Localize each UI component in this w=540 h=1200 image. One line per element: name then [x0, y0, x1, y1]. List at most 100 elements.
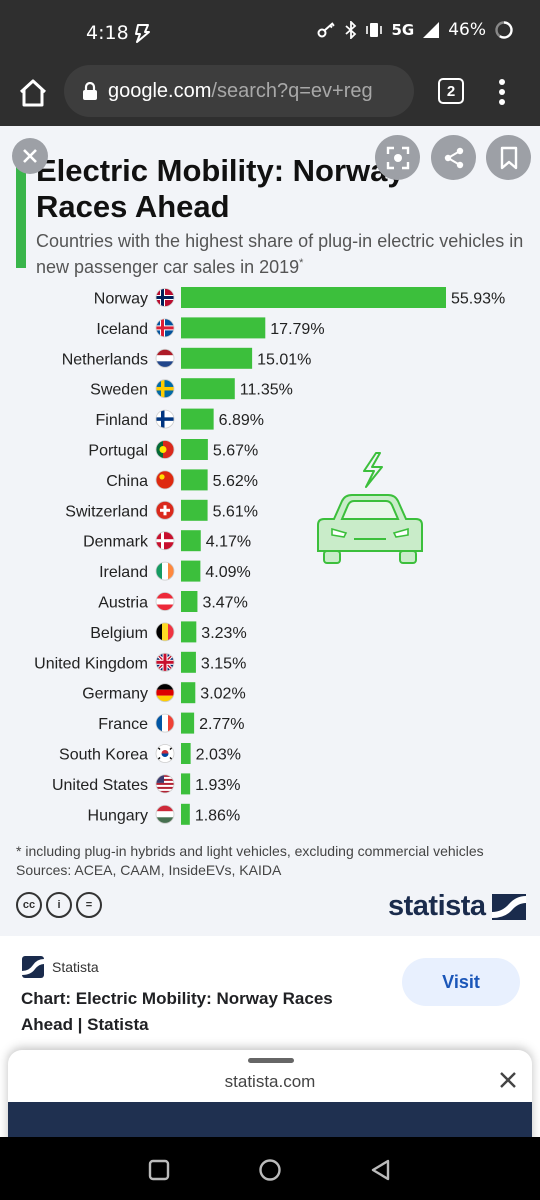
- visit-button[interactable]: Visit: [402, 958, 520, 1006]
- flag-icon-hungary: [155, 804, 175, 824]
- chart-subtitle-mark: *: [299, 257, 304, 269]
- category-label-france: France: [98, 716, 148, 733]
- category-label-hungary: Hungary: [88, 807, 148, 824]
- tabs-icon[interactable]: 2: [438, 78, 464, 104]
- result-source: Statista: [22, 956, 99, 978]
- bar-denmark: [181, 530, 201, 552]
- sources-text: Sources: ACEA, CAAM, InsideEVs, KAIDA: [16, 862, 282, 878]
- flag-icon-belgium: [155, 622, 175, 642]
- chart-subtitle: Countries with the highest share of plug…: [36, 230, 536, 278]
- bar-united-states: [181, 773, 191, 795]
- value-label-finland: 6.89%: [219, 412, 264, 429]
- value-label-ireland: 4.09%: [205, 564, 250, 581]
- flag-icon-finland: [155, 409, 175, 429]
- url-host: google.com: [108, 79, 212, 102]
- flag-icon-austria: [155, 592, 175, 611]
- category-label-portugal: Portugal: [88, 443, 148, 460]
- bluetooth-icon: [345, 21, 357, 39]
- value-label-united-states: 1.93%: [195, 777, 240, 794]
- bar-ireland: [181, 560, 201, 582]
- bar-china: [181, 469, 208, 491]
- close-icon[interactable]: [496, 1068, 520, 1092]
- recents-icon[interactable]: [148, 1159, 170, 1181]
- bookmark-icon[interactable]: [486, 135, 531, 180]
- status-bar: 4:18 5G 46%: [0, 0, 540, 62]
- category-label-germany: Germany: [82, 686, 148, 703]
- value-label-portugal: 5.67%: [213, 443, 258, 460]
- url-bar[interactable]: google.com/search?q=ev+reg: [64, 65, 414, 117]
- category-label-finland: Finland: [96, 412, 148, 429]
- license-icons: cc i =: [16, 892, 102, 918]
- category-label-south-korea: South Korea: [59, 747, 148, 764]
- flag-icon-norway: [155, 288, 175, 307]
- value-label-switzerland: 5.61%: [213, 503, 258, 520]
- bar-austria: [181, 591, 198, 612]
- flag-icon-united-states: [155, 774, 175, 794]
- bar-belgium: [181, 621, 197, 643]
- battery-percent: 46%: [448, 20, 486, 40]
- home-icon[interactable]: [16, 76, 50, 110]
- flag-icon-united-kingdom: [155, 652, 175, 672]
- cc-icon: cc: [16, 892, 42, 918]
- status-time: 4:18: [86, 22, 129, 44]
- category-label-ireland: Ireland: [99, 564, 148, 581]
- flag-icon-denmark: [155, 531, 175, 551]
- flag-icon-sweden: [155, 379, 175, 399]
- network-type: 5G: [391, 21, 415, 39]
- attribution-icon: i: [46, 892, 72, 918]
- footnote-text: * including plug-in hybrids and light ve…: [16, 843, 484, 859]
- result-source-name: Statista: [52, 959, 99, 975]
- category-label-sweden: Sweden: [90, 382, 148, 399]
- bar-portugal: [181, 439, 208, 460]
- lens-icon[interactable]: [375, 135, 420, 180]
- flag-icon-portugal: [155, 440, 175, 459]
- value-label-france: 2.77%: [199, 716, 244, 733]
- value-label-sweden: 11.35%: [240, 382, 293, 399]
- sheet-page-preview: [8, 1102, 532, 1137]
- category-label-united-states: United States: [52, 777, 148, 794]
- result-title[interactable]: Chart: Electric Mobility: Norway Races A…: [21, 989, 333, 1034]
- category-label-netherlands: Netherlands: [62, 351, 148, 368]
- flag-icon-germany: [155, 683, 175, 703]
- category-label-switzerland: Switzerland: [65, 503, 148, 520]
- chart-footnote: * including plug-in hybrids and light ve…: [16, 842, 484, 880]
- sheet-drag-handle[interactable]: [248, 1058, 294, 1063]
- back-icon[interactable]: [369, 1158, 391, 1182]
- chart-subtitle-text: Countries with the highest share of plug…: [36, 231, 524, 277]
- flag-icon-switzerland: [155, 500, 175, 520]
- category-label-iceland: Iceland: [96, 321, 148, 338]
- statista-logo-icon: [491, 893, 526, 920]
- chart-card[interactable]: Electric Mobility: Norway Races Ahead Co…: [0, 126, 540, 936]
- share-icon[interactable]: [431, 135, 476, 180]
- system-nav-bar: [0, 1137, 540, 1200]
- sheet-domain: statista.com: [224, 1072, 316, 1091]
- flag-icon-south-korea: [155, 744, 175, 763]
- bar-norway: [181, 287, 446, 308]
- category-label-denmark: Denmark: [83, 534, 149, 551]
- bar-france: [181, 712, 195, 734]
- value-label-netherlands: 15.01%: [257, 351, 311, 368]
- flag-icon-china: [155, 470, 175, 490]
- bar-germany: [181, 682, 196, 704]
- battery-icon: [495, 21, 513, 39]
- page-content: Electric Mobility: Norway Races Ahead Co…: [0, 126, 540, 1137]
- close-icon[interactable]: [12, 138, 48, 174]
- bar-finland: [181, 408, 214, 430]
- url-path: /search?q=ev+reg: [211, 79, 373, 102]
- statista-wordmark: statista: [388, 890, 486, 922]
- statista-logo: statista: [388, 890, 526, 923]
- bar-switzerland: [181, 499, 208, 521]
- flag-icon-ireland: [155, 561, 175, 581]
- more-vert-icon[interactable]: [494, 76, 510, 108]
- home-circle-icon[interactable]: [258, 1158, 282, 1182]
- bar-sweden: [181, 378, 235, 400]
- bar-united-kingdom: [181, 651, 196, 673]
- flag-icon-netherlands: [155, 348, 175, 368]
- value-label-belgium: 3.23%: [201, 625, 246, 642]
- value-label-iceland: 17.79%: [270, 321, 324, 338]
- title-accent-bar: [16, 146, 26, 268]
- browser-toolbar: google.com/search?q=ev+reg 2: [0, 62, 540, 126]
- bottom-sheet[interactable]: statista.com: [8, 1050, 532, 1137]
- category-label-austria: Austria: [98, 595, 148, 612]
- search-result[interactable]: Statista Chart: Electric Mobility: Norwa…: [0, 936, 540, 1056]
